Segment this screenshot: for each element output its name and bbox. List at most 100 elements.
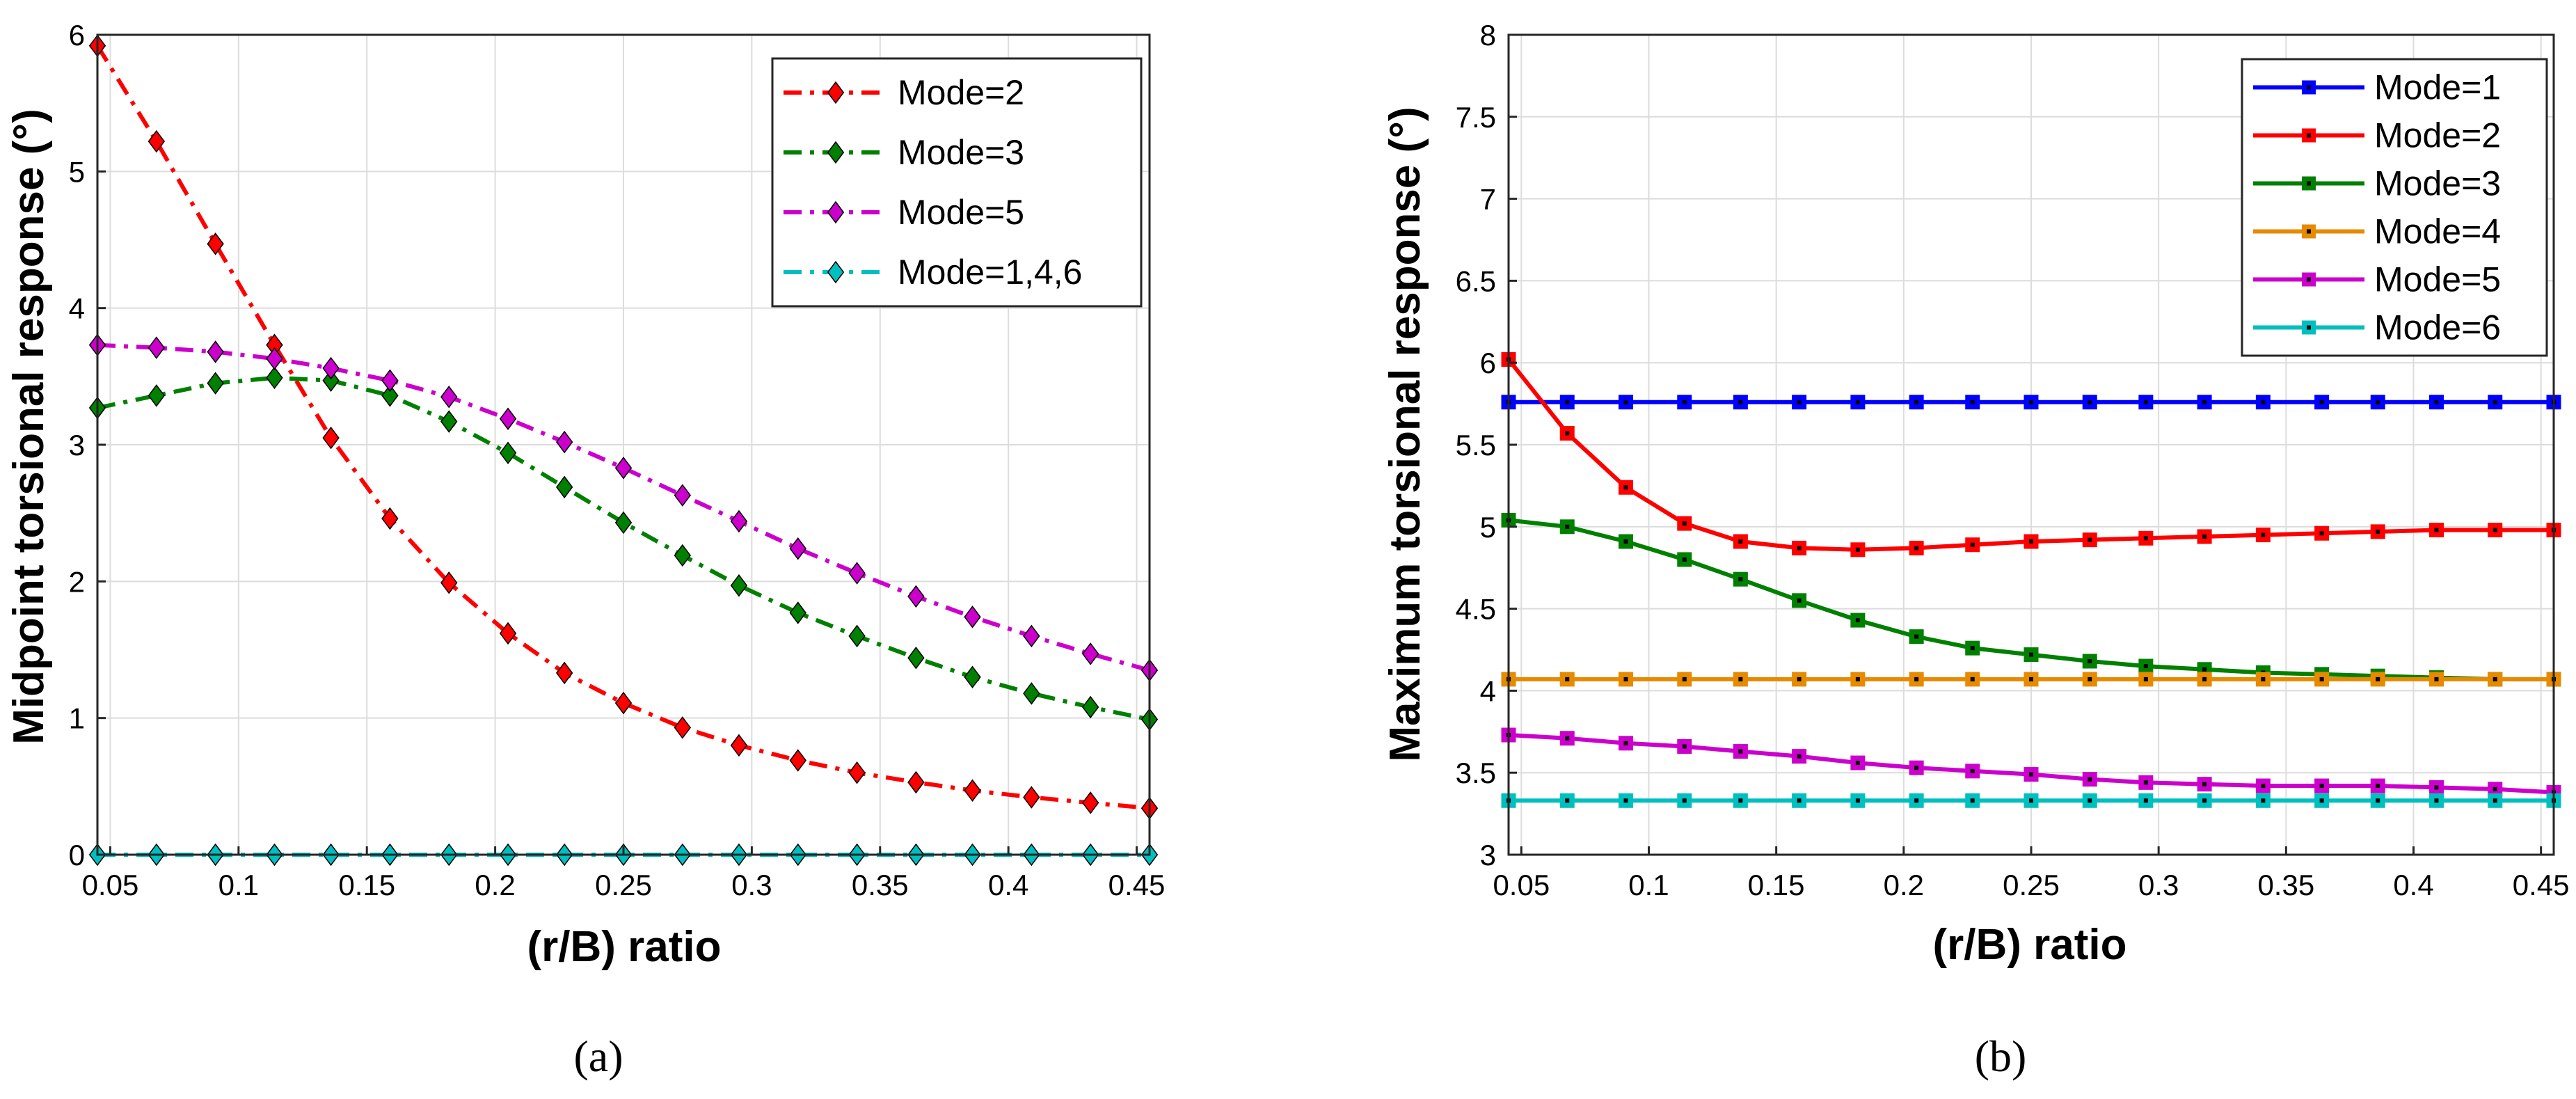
chart-b-legend-marker-center: [2307, 133, 2311, 138]
chart-b-data-point-center: [2088, 537, 2092, 542]
chart-b-data-point-center: [2202, 798, 2207, 803]
chart-a-x-tick-label: 0.4: [988, 869, 1028, 901]
chart-a-data-point: [148, 129, 166, 153]
chart-b-data-point-center: [1682, 798, 1687, 803]
chart-b-data-point-center: [2143, 677, 2148, 681]
chart-a-x-tick-label: 0.05: [82, 869, 139, 901]
chart-a-legend-marker: [827, 200, 845, 224]
chart-b-x-tick-label: 0.1: [1628, 869, 1669, 901]
chart-b-data-point-center: [2434, 677, 2439, 681]
chart-b-legend-box: [2241, 58, 2548, 357]
chart-b-data-point-center: [2434, 528, 2439, 532]
chart-a-y-tick-label: 5: [69, 155, 85, 188]
chart-b-data-point-center: [2319, 677, 2324, 681]
chart-b-data-point-center: [1623, 400, 1628, 404]
chart-b-data-point-center: [1914, 766, 1919, 770]
chart-b-data-point-center: [1738, 577, 1743, 582]
chart-a-data-point: [322, 426, 340, 450]
chart-a-data-point: [789, 601, 806, 624]
chart-a-data-point: [730, 574, 748, 597]
chart-b-caption: (b): [1975, 1031, 2027, 1081]
chart-a-data-point: [730, 734, 748, 757]
chart-a-y-tick-label: 6: [69, 19, 85, 52]
chart-a-y-axis-label: Midpoint torsional response (°): [5, 109, 53, 744]
chart-a-data-point: [907, 770, 925, 794]
chart-b-data-point-center: [2376, 798, 2380, 803]
chart-a-data-point: [499, 441, 517, 465]
chart-b-data-point-center: [2261, 400, 2266, 404]
chart-b-data-point-center: [1623, 798, 1628, 803]
chart-a-data-point: [148, 384, 166, 407]
chart-a-series-mode-3: [88, 366, 1159, 731]
chart-a-x-tick-label: 0.3: [731, 869, 772, 901]
chart-b-data-point-center: [1682, 744, 1687, 749]
chart-a-x-tick-label: 0.25: [595, 869, 652, 901]
chart-a-x-tick-label: 0.1: [218, 869, 259, 901]
chart-b-legend-label: Mode=4: [2374, 212, 2501, 251]
chart-b-data-point-center: [1970, 542, 1975, 547]
chart-a-series-mode-5: [88, 333, 1159, 682]
chart-b-data-point-center: [2029, 798, 2033, 803]
chart-b-x-tick-label: 0.15: [1748, 869, 1805, 901]
chart-b-data-point-center: [2202, 677, 2207, 681]
chart-b-series-mode-5: [1501, 727, 2561, 800]
chart-a-x-tick-label: 0.45: [1108, 869, 1166, 901]
chart-b-x-tick-label: 0.45: [2513, 869, 2570, 901]
chart-b-data-point-center: [1914, 400, 1919, 404]
chart-a-data-point: [614, 457, 633, 480]
chart-b-legend-label: Mode=6: [2374, 308, 2501, 347]
chart-a-data-point: [555, 475, 573, 499]
chart-b-data-point-center: [1797, 754, 1802, 759]
chart-b-legend-marker-center: [2307, 85, 2311, 90]
chart-b-data-point-center: [2088, 677, 2092, 681]
chart-a-data-point: [1023, 624, 1040, 648]
chart-b-data-point-center: [1970, 798, 1975, 803]
chart-b-data-point-center: [1970, 768, 1975, 773]
chart-b-x-tick-label: 0.25: [2003, 869, 2060, 901]
chart-b-data-point-center: [1565, 677, 1570, 681]
chart-a-y-tick-label: 1: [69, 702, 85, 735]
chart-a-y-tick-label: 2: [69, 565, 85, 598]
chart-a-data-point: [907, 647, 925, 670]
chart-a-legend-marker: [827, 260, 845, 284]
chart-b-data-point-center: [1738, 539, 1743, 544]
chart-a-legend-label: Mode=1,4,6: [898, 253, 1082, 292]
chart-a-data-point: [674, 716, 692, 739]
chart-a-data-point: [789, 749, 806, 772]
chart-b-data-point-center: [2143, 400, 2148, 404]
chart-b-legend-marker-center: [2307, 325, 2311, 330]
chart-a-data-point: [730, 509, 748, 533]
chart-b-y-tick-label: 6: [1480, 347, 1496, 379]
chart-b-legend-label: Mode=1: [2374, 68, 2501, 107]
chart-a-data-point: [1023, 786, 1040, 809]
chart-a-legend-marker: [827, 141, 845, 164]
chart-b-data-point-center: [2202, 400, 2207, 404]
chart-b-data-point-center: [2261, 784, 2266, 789]
chart-b-data-point-center: [2319, 531, 2324, 536]
chart-b-data-point-center: [1565, 524, 1570, 529]
chart-b-data-point-center: [2376, 677, 2380, 681]
chart-b-x-tick-label: 0.3: [2138, 869, 2179, 901]
chart-b-y-tick-label: 3.5: [1456, 757, 1496, 789]
chart-a-data-point: [907, 585, 925, 608]
chart-b-data-point-center: [2434, 785, 2439, 790]
chart-b-y-tick-label: 3: [1480, 839, 1496, 871]
chart-a-data-point: [381, 384, 399, 407]
chart-b-series-mode-6: [1501, 793, 2561, 808]
chart-b-data-point-center: [1738, 677, 1743, 681]
chart-b-ticks: 0.05 0.1 0.15 0.2 0.25 0.3 0.35 0.4 0.45 3 3.5 4 4.5…: [1456, 19, 2570, 901]
chart-b-data-point-center: [1855, 761, 1860, 766]
chart-b-data-point-center: [1855, 618, 1860, 623]
chart-a-legend-label: Mode=2: [898, 73, 1024, 112]
chart-a-series-mode-2: [88, 34, 1159, 820]
chart-b-data-point-center: [1855, 677, 1860, 681]
chart-b-data-point-center: [1855, 547, 1860, 552]
chart-b-series: [1501, 351, 2561, 808]
chart-a: 0.05 0.1 0.15 0.2 0.25 0.3 0.35 0.4 0.450123456 …: [5, 19, 1165, 1081]
chart-a-data-point: [1023, 682, 1040, 705]
chart-a-legend: Mode=2 Mode=3 Mode=5 Mode=1,4,6: [771, 57, 1143, 308]
chart-b-y-tick-label: 6.5: [1456, 264, 1496, 297]
chart-b-data-point-center: [2029, 652, 2033, 657]
chart-a-data-point: [499, 407, 517, 430]
chart-a-data-point: [964, 779, 981, 802]
